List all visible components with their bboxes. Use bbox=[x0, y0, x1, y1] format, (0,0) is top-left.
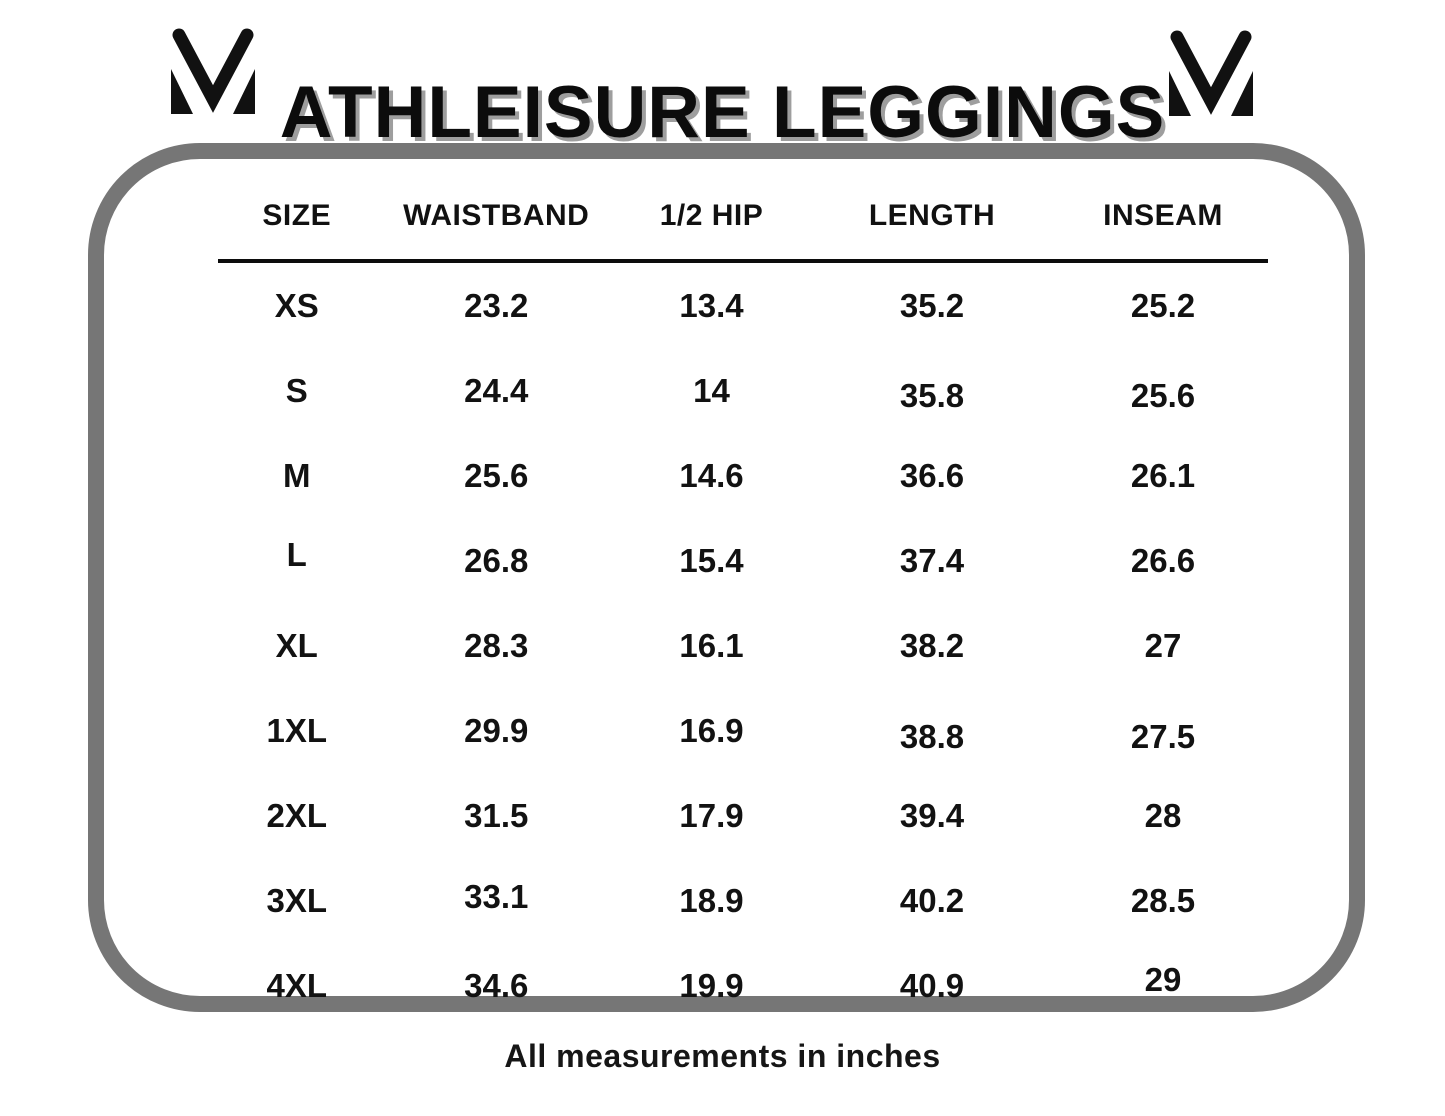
half-hip-cell: 13.4 bbox=[679, 286, 744, 324]
half-hip-cell: 14.6 bbox=[679, 456, 744, 494]
size-label-cell: 4XL bbox=[266, 966, 328, 1004]
half-hip-cell: 15.4 bbox=[679, 541, 744, 579]
header-row: SIZE WAISTBAND 1/2 HIP LENGTH INSEAM bbox=[218, 179, 1268, 263]
inseam-cell: 25.2 bbox=[1130, 286, 1196, 324]
size-label-cell: 3XL bbox=[266, 881, 328, 919]
waistband-cell: 26.8 bbox=[464, 541, 529, 579]
size-row-1xl: 1XL 29.9 16.9 38.8 27.5 bbox=[218, 688, 1268, 773]
column-header-length: LENGTH bbox=[806, 179, 1058, 263]
inseam-cell: 29 bbox=[1144, 960, 1182, 998]
size-label-cell: L bbox=[286, 535, 307, 573]
column-header-half-hip: 1/2 HIP bbox=[617, 179, 806, 263]
length-cell: 35.2 bbox=[899, 286, 965, 324]
measurement-unit-note: All measurements in inches bbox=[504, 1038, 941, 1074]
size-row-4xl: 4XL 34.6 19.9 40.9 29 bbox=[218, 943, 1268, 1028]
size-label-cell: XL bbox=[275, 626, 318, 664]
waistband-cell: 28.3 bbox=[464, 626, 529, 664]
inseam-cell: 28.5 bbox=[1130, 881, 1196, 919]
size-label-cell: M bbox=[283, 456, 311, 494]
inseam-cell: 28 bbox=[1144, 796, 1182, 834]
half-hip-cell: 16.1 bbox=[679, 626, 744, 664]
inseam-cell: 26.6 bbox=[1130, 541, 1196, 579]
inseam-cell: 25.6 bbox=[1130, 376, 1196, 414]
size-row-2xl: 2XL 31.5 17.9 39.4 28 bbox=[218, 773, 1268, 858]
waistband-cell: 33.1 bbox=[464, 877, 529, 915]
half-hip-cell: 16.9 bbox=[679, 711, 744, 749]
column-header-inseam: INSEAM bbox=[1058, 179, 1268, 263]
waistband-cell: 23.2 bbox=[464, 286, 529, 324]
half-hip-cell: 17.9 bbox=[679, 796, 744, 834]
size-label-cell: S bbox=[285, 371, 308, 409]
waistband-cell: 31.5 bbox=[464, 796, 529, 834]
size-chart-box: SIZE WAISTBAND 1/2 HIP LENGTH INSEAM XS … bbox=[88, 143, 1365, 1012]
size-label-cell: 2XL bbox=[266, 796, 328, 834]
length-cell: 35.8 bbox=[899, 376, 965, 414]
size-row-s: S 24.4 14 35.8 25.6 bbox=[218, 348, 1268, 433]
length-cell: 38.8 bbox=[899, 717, 965, 755]
waistband-cell: 34.6 bbox=[464, 966, 529, 1004]
inseam-cell: 27.5 bbox=[1130, 717, 1196, 755]
length-cell: 36.6 bbox=[899, 456, 965, 494]
length-cell: 39.4 bbox=[899, 796, 965, 834]
inseam-cell: 26.1 bbox=[1130, 456, 1196, 494]
size-row-xs: XS 23.2 13.4 35.2 25.2 bbox=[218, 261, 1268, 348]
half-hip-cell: 14 bbox=[693, 371, 730, 409]
page-title: ATHLEISURE LEGGINGS bbox=[279, 71, 1166, 153]
length-cell: 40.2 bbox=[899, 881, 965, 919]
length-cell: 38.2 bbox=[899, 626, 965, 664]
size-row-m: M 25.6 14.6 36.6 26.1 bbox=[218, 433, 1268, 518]
half-hip-cell: 19.9 bbox=[679, 966, 744, 1004]
column-header-waistband: WAISTBAND bbox=[375, 179, 617, 263]
column-header-size: SIZE bbox=[218, 179, 376, 263]
waistband-cell: 25.6 bbox=[464, 456, 529, 494]
inseam-cell: 27 bbox=[1144, 626, 1182, 664]
brand-m-logo-icon-right bbox=[1161, 27, 1261, 125]
half-hip-cell: 18.9 bbox=[679, 881, 744, 919]
size-row-xl: XL 28.3 16.1 38.2 27 bbox=[218, 603, 1268, 688]
size-row-l: L 26.8 15.4 37.4 26.6 bbox=[218, 518, 1268, 603]
size-label-cell: 1XL bbox=[266, 711, 328, 749]
brand-m-logo-icon-left bbox=[163, 25, 263, 123]
waistband-cell: 29.9 bbox=[464, 711, 529, 749]
size-label-cell: XS bbox=[274, 286, 319, 324]
size-chart-table: SIZE WAISTBAND 1/2 HIP LENGTH INSEAM XS … bbox=[218, 179, 1268, 1028]
length-cell: 37.4 bbox=[899, 541, 965, 579]
waistband-cell: 24.4 bbox=[464, 371, 529, 409]
size-row-3xl: 3XL 33.1 18.9 40.2 28.5 bbox=[218, 858, 1268, 943]
length-cell: 40.9 bbox=[899, 966, 965, 1004]
